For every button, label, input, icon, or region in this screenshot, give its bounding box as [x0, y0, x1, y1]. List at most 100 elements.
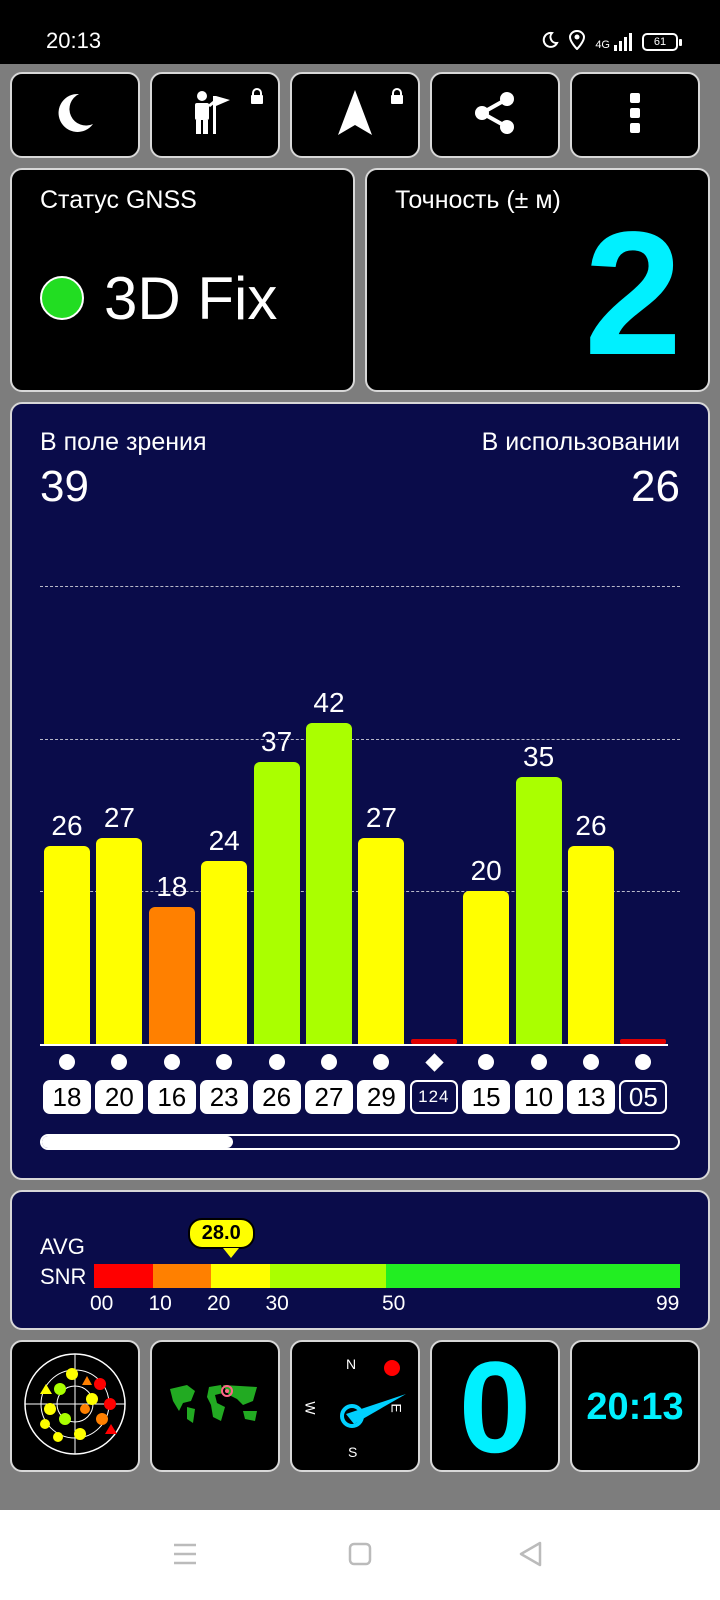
- snr-bar-label: 27: [103, 801, 135, 833]
- snr-scale-segment: [211, 1264, 270, 1288]
- avg-snr-value: 28.0: [187, 1218, 255, 1249]
- satellite-id[interactable]: 23: [200, 1080, 249, 1114]
- snr-bar: [253, 761, 300, 1044]
- in-view-count: 39: [40, 462, 89, 511]
- moon-icon: [53, 91, 97, 139]
- speed-panel[interactable]: 0: [430, 1340, 560, 1472]
- chart-scrollbar-thumb[interactable]: [42, 1136, 233, 1148]
- satellite-id[interactable]: 15: [462, 1080, 511, 1114]
- snr-bar-label: 37: [261, 725, 293, 757]
- avg-snr-panel: AVG SNR 00 10 20 30 50 99 28.0: [10, 1190, 710, 1330]
- in-view-label: В поле зрения: [40, 428, 207, 456]
- in-use-label: В использовании: [481, 428, 680, 456]
- status-bar: 20:13 4G 61: [0, 0, 720, 64]
- back-icon[interactable]: [518, 1541, 542, 1571]
- snr-bar-label: 18: [156, 870, 188, 902]
- in-use-count: 26: [631, 462, 680, 511]
- snr-bar: [410, 1039, 457, 1044]
- constellation-circle-marker: [163, 1054, 180, 1070]
- satellite-id[interactable]: 26: [252, 1080, 301, 1114]
- snr-scale-segment: [152, 1264, 211, 1288]
- recent-apps-icon[interactable]: [172, 1542, 198, 1570]
- chart-scrollbar[interactable]: [40, 1134, 680, 1150]
- snr-bar-label: 26: [51, 809, 83, 841]
- satellite-id[interactable]: 124: [409, 1080, 458, 1114]
- snr-bar: [44, 845, 90, 1044]
- snr-scale-bar: [94, 1264, 680, 1288]
- network-type: 4G: [595, 39, 610, 51]
- snr-scale-tick: 50: [382, 1292, 406, 1315]
- snr-bar: [463, 891, 510, 1044]
- satellite-id[interactable]: 13: [567, 1080, 615, 1114]
- compass-south: S: [348, 1444, 358, 1460]
- constellation-circle-marker: [111, 1054, 128, 1070]
- person-flag-icon: [190, 90, 240, 140]
- accuracy-label: Точность (± м): [395, 186, 561, 214]
- snr-bar: [568, 845, 614, 1044]
- lock-icon: [390, 88, 404, 108]
- constellation-circle-marker: [216, 1054, 233, 1070]
- home-icon[interactable]: [348, 1542, 372, 1570]
- constellation-circle-marker: [59, 1054, 75, 1070]
- snr-scale-segment: [386, 1264, 680, 1288]
- share-icon: [473, 91, 517, 139]
- gnss-status-panel: Статус GNSS 3D Fix: [10, 168, 355, 392]
- snr-bar: [515, 776, 562, 1044]
- clock-value: 20:13: [586, 1386, 684, 1428]
- gnss-status-label: Статус GNSS: [40, 186, 197, 214]
- satellite-id[interactable]: 05: [619, 1080, 668, 1114]
- status-time: 20:13: [46, 28, 102, 53]
- constellation-circle-marker: [635, 1054, 652, 1070]
- snr-bar-label: 27: [365, 801, 397, 833]
- battery-icon: 61: [642, 33, 682, 51]
- lock-icon: [250, 88, 264, 108]
- snr-scale-ticks: 00 10 20 30 50 99: [12, 1192, 712, 1332]
- snr-bar: [358, 837, 405, 1044]
- world-map-button[interactable]: [150, 1340, 280, 1472]
- navigation-button[interactable]: [290, 72, 420, 158]
- status-icons: 4G 61: [541, 29, 682, 54]
- compass-needle-icon: [332, 1384, 412, 1438]
- speed-value: 0: [458, 1334, 532, 1480]
- avg-snr-label-1: AVG: [40, 1234, 85, 1259]
- satellite-id[interactable]: 10: [514, 1080, 563, 1114]
- snr-bar: [620, 1039, 667, 1044]
- satellite-id[interactable]: 20: [95, 1080, 144, 1114]
- satellite-id[interactable]: 27: [305, 1080, 353, 1114]
- snr-bar-label: 42: [313, 687, 345, 719]
- satellite-id[interactable]: 18: [43, 1080, 91, 1114]
- satellite-id[interactable]: 16: [147, 1080, 196, 1114]
- clock-panel[interactable]: 20:13: [570, 1340, 700, 1472]
- snr-bar-chart: 26 18 27 20 18 16 24 23 37 26 42 27 27 29 124 20 15 35 10 2…: [12, 404, 712, 1182]
- snr-scale-tick: 99: [656, 1292, 680, 1315]
- person-flag-button[interactable]: [150, 72, 280, 158]
- compass-north: N: [346, 1356, 357, 1372]
- constellation-circle-marker: [373, 1054, 390, 1070]
- world-map-icon: [165, 1379, 265, 1433]
- constellation-diamond-marker: [425, 1053, 444, 1072]
- night-mode-button[interactable]: [10, 72, 140, 158]
- constellation-circle-marker: [478, 1054, 495, 1070]
- snr-bar: [148, 906, 195, 1044]
- share-button[interactable]: [430, 72, 560, 158]
- avg-snr-marker: 28.0: [187, 1218, 255, 1258]
- snr-bar-label: 35: [523, 740, 555, 772]
- satellite-panel: В поле зрения 39 В использовании 26 26 18…: [10, 402, 710, 1180]
- fix-status-value: 3D Fix: [104, 265, 278, 332]
- snr-bar-label: 26: [575, 809, 607, 841]
- navigation-arrow-icon: [335, 88, 375, 142]
- snr-bar: [306, 723, 352, 1044]
- compass-button[interactable]: N S W E: [290, 1340, 420, 1472]
- more-options-button[interactable]: [570, 72, 700, 158]
- snr-scale-tick: 00: [90, 1292, 114, 1315]
- sky-plot-button[interactable]: [10, 1340, 140, 1472]
- signal-icon: 4G: [595, 33, 632, 51]
- snr-bar: [96, 837, 143, 1044]
- snr-scale-tick: 10: [148, 1292, 172, 1315]
- more-vert-icon: [628, 91, 642, 139]
- sun-position-dot: [384, 1360, 400, 1376]
- snr-bar-label: 24: [208, 824, 240, 856]
- compass-west: W: [302, 1401, 319, 1415]
- satellite-id[interactable]: 29: [357, 1080, 406, 1114]
- snr-scale-tick: 30: [265, 1292, 289, 1315]
